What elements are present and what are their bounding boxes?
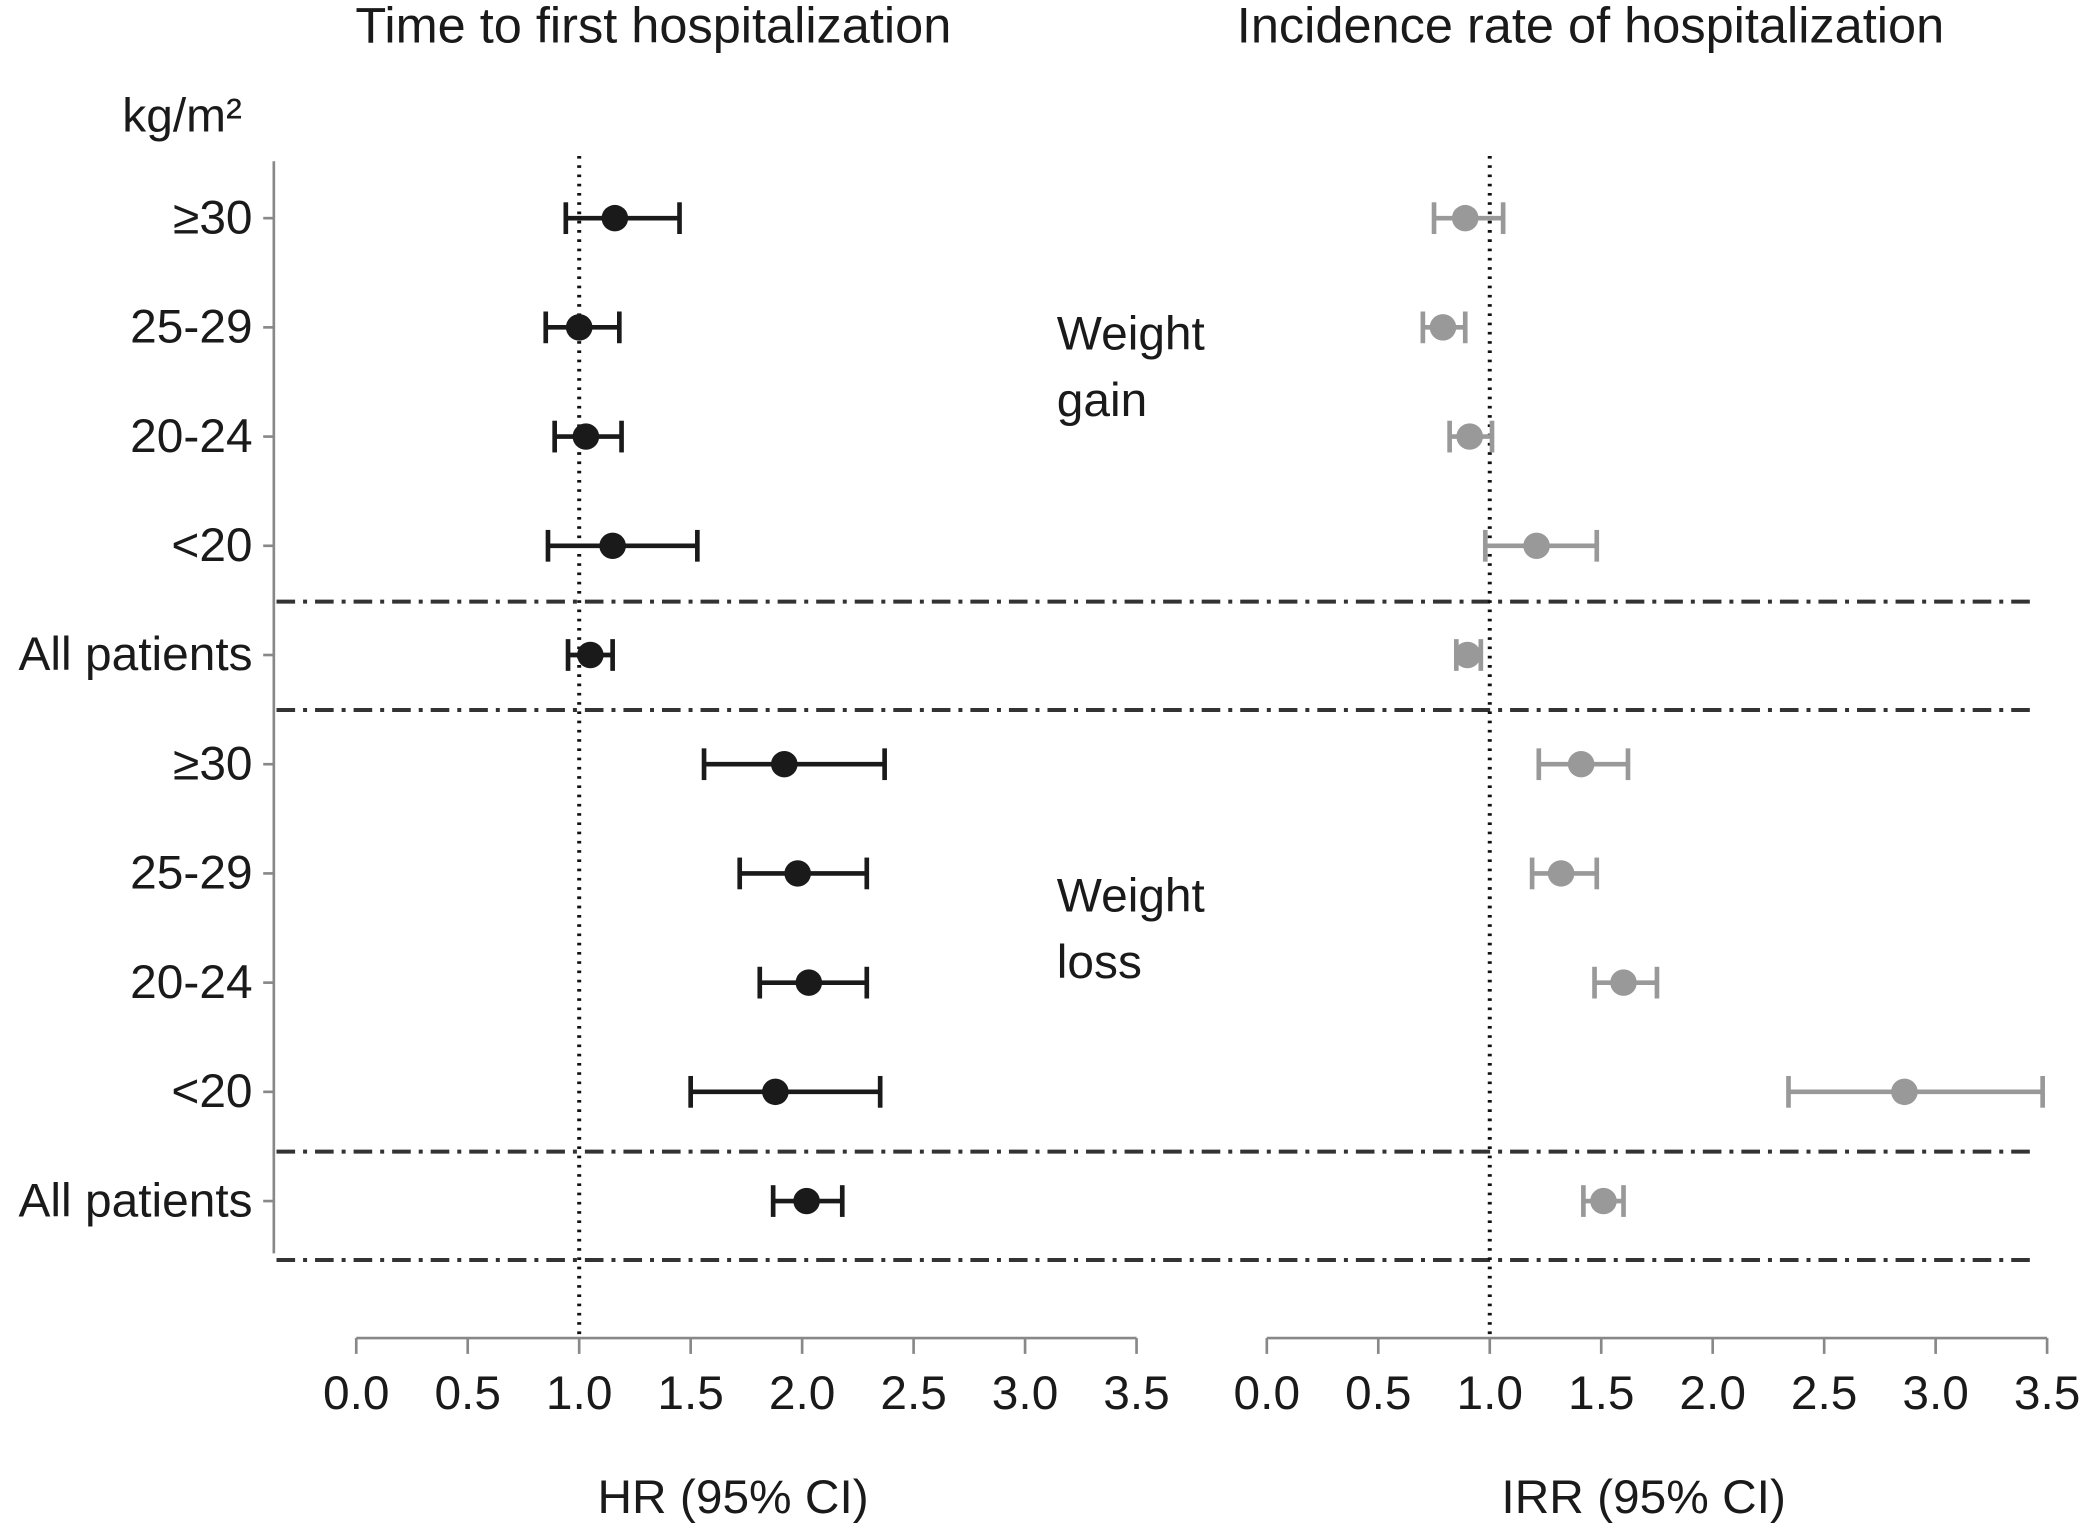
point-estimate <box>1451 204 1479 232</box>
point-estimate <box>1454 641 1481 669</box>
point-estimate <box>793 1187 820 1215</box>
x-tick-label: 2.5 <box>880 1367 947 1420</box>
point-estimate <box>572 423 600 450</box>
x-tick-label: 3.0 <box>1902 1367 1969 1420</box>
point-estimate <box>1547 860 1575 887</box>
x-tick-label: 1.5 <box>657 1367 724 1420</box>
point-estimate <box>599 532 626 560</box>
point-estimate <box>1456 423 1483 450</box>
point-estimate <box>762 1078 789 1106</box>
point-estimate <box>1429 314 1457 341</box>
category-label: 25-29 <box>130 847 252 900</box>
x-tick-label: 1.5 <box>1568 1367 1635 1420</box>
annotation: Weight <box>1057 308 1205 361</box>
point-estimate <box>1567 750 1595 778</box>
point-estimate <box>1590 1187 1617 1215</box>
point-estimate <box>784 860 811 887</box>
category-label: 25-29 <box>130 301 252 354</box>
category-label: 20-24 <box>130 956 252 1009</box>
point-estimate <box>1610 969 1637 996</box>
category-label: ≥30 <box>173 191 252 244</box>
point-estimate <box>577 641 604 669</box>
x-tick-label: 3.5 <box>2014 1367 2081 1420</box>
point-estimate <box>771 750 798 778</box>
x-tick-label: 1.0 <box>546 1367 613 1420</box>
panel-title: Time to first hospitalization <box>355 0 951 53</box>
panel-title: Incidence rate of hospitalization <box>1237 0 1944 53</box>
x-tick-label: 0.0 <box>1234 1367 1301 1420</box>
x-axis-label: HR (95% CI) <box>598 1471 869 1524</box>
x-tick-label: 3.5 <box>1103 1367 1170 1420</box>
x-tick-label: 0.5 <box>1345 1367 1412 1420</box>
x-tick-label: 2.5 <box>1791 1367 1858 1420</box>
point-estimate <box>1891 1078 1918 1106</box>
x-tick-label: 2.0 <box>1679 1367 1746 1420</box>
category-label: <20 <box>171 519 252 572</box>
x-tick-label: 0.0 <box>323 1367 390 1420</box>
annotation: loss <box>1057 936 1142 989</box>
category-label: All patients <box>19 628 253 681</box>
point-estimate <box>601 204 629 232</box>
annotation: gain <box>1057 374 1147 427</box>
axis-title: kg/m² <box>122 90 242 143</box>
x-tick-label: 0.5 <box>434 1367 501 1420</box>
point-estimate <box>795 969 823 996</box>
x-tick-label: 2.0 <box>769 1367 836 1420</box>
x-tick-label: 3.0 <box>992 1367 1059 1420</box>
annotation: Weight <box>1057 870 1205 923</box>
category-label: ≥30 <box>173 738 252 791</box>
category-label: 20-24 <box>130 410 252 463</box>
point-estimate <box>1523 532 1550 560</box>
x-tick-label: 1.0 <box>1456 1367 1523 1420</box>
x-axis-label: IRR (95% CI) <box>1501 1471 1785 1524</box>
point-estimate <box>565 314 593 341</box>
category-label: All patients <box>19 1174 253 1227</box>
category-label: <20 <box>171 1065 252 1118</box>
